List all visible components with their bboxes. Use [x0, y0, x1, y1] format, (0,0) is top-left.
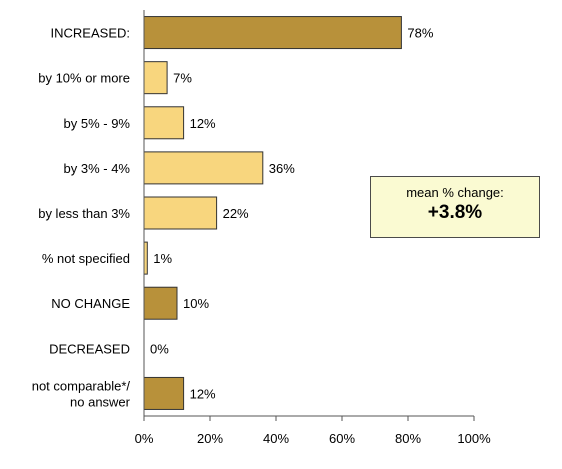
category-label: by 3% - 4%	[64, 161, 131, 176]
bar-value-label: 10%	[183, 296, 209, 311]
category-label: % not specified	[42, 251, 130, 266]
category-label: no answer	[70, 394, 131, 409]
bar	[143, 106, 185, 140]
bar-value-label: 0%	[150, 341, 169, 356]
category-label: not comparable*/	[32, 378, 131, 393]
category-label: by 5% - 9%	[64, 116, 131, 131]
bar	[143, 376, 185, 410]
bar-value-label: 12%	[190, 386, 216, 401]
x-tick-label: 60%	[329, 431, 355, 446]
x-tick-label: 100%	[457, 431, 491, 446]
x-tick-label: 0%	[135, 431, 154, 446]
bar-value-label: 78%	[407, 26, 433, 41]
bar-value-label: 1%	[153, 251, 172, 266]
x-tick-label: 40%	[263, 431, 289, 446]
bar	[143, 16, 402, 50]
category-label: by less than 3%	[38, 206, 130, 221]
bar-value-label: 22%	[223, 206, 249, 221]
x-tick-label: 20%	[197, 431, 223, 446]
bar	[143, 151, 264, 185]
category-label: NO CHANGE	[51, 296, 130, 311]
mean-change-callout: mean % change: +3.8%	[370, 176, 540, 238]
callout-value: +3.8%	[427, 202, 483, 223]
x-tick-label: 80%	[395, 431, 421, 446]
category-label: INCREASED:	[51, 26, 130, 41]
callout-title: mean % change:	[406, 185, 504, 200]
category-label: DECREASED	[49, 341, 130, 356]
bar	[143, 286, 178, 320]
bar	[143, 61, 168, 95]
bar-value-label: 7%	[173, 71, 192, 86]
bar-value-label: 12%	[190, 116, 216, 131]
bar	[143, 196, 218, 230]
category-label: by 10% or more	[38, 71, 130, 86]
bar-value-label: 36%	[269, 161, 295, 176]
